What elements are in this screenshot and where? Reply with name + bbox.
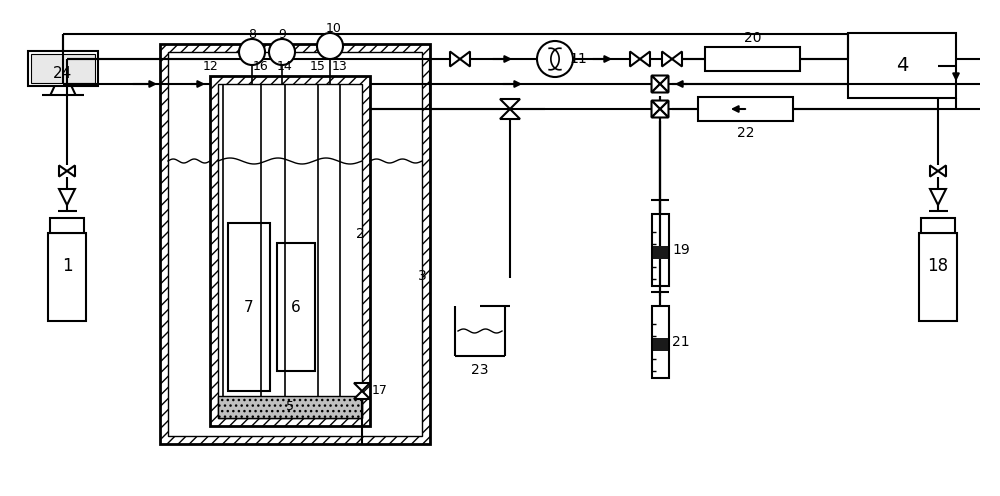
Polygon shape (660, 75, 668, 92)
Text: 23: 23 (471, 363, 489, 377)
Polygon shape (652, 75, 660, 92)
Bar (698, 97, 793, 121)
Polygon shape (460, 52, 470, 66)
Polygon shape (354, 391, 370, 399)
Polygon shape (938, 165, 946, 177)
Polygon shape (930, 189, 946, 205)
Bar (848, 33, 956, 98)
Bar (31, 54, 95, 83)
Text: 21: 21 (672, 335, 690, 349)
Polygon shape (652, 75, 668, 84)
Polygon shape (652, 101, 660, 118)
Circle shape (317, 33, 343, 59)
Text: 12: 12 (203, 60, 219, 72)
Polygon shape (67, 165, 75, 177)
Text: 1: 1 (62, 257, 72, 275)
Text: 14: 14 (277, 60, 293, 72)
Text: 4: 4 (896, 56, 908, 75)
Bar (48, 233, 86, 321)
Polygon shape (500, 109, 520, 119)
Bar (228, 223, 270, 391)
Bar (28, 51, 98, 86)
Polygon shape (660, 101, 668, 118)
Circle shape (537, 41, 573, 77)
Bar (168, 52, 422, 436)
Text: 16: 16 (253, 60, 269, 72)
Text: 10: 10 (326, 22, 342, 36)
Text: 24: 24 (53, 66, 73, 81)
Polygon shape (450, 52, 460, 66)
Text: 13: 13 (332, 60, 348, 72)
Text: 5: 5 (286, 400, 294, 414)
Polygon shape (662, 52, 672, 66)
Text: 22: 22 (737, 126, 754, 140)
Text: 11: 11 (569, 52, 587, 66)
Text: 7: 7 (244, 300, 254, 314)
Bar (919, 233, 957, 321)
Polygon shape (652, 101, 668, 109)
Text: 3: 3 (418, 269, 426, 283)
Text: 17: 17 (372, 384, 388, 397)
Circle shape (269, 39, 295, 65)
Text: 19: 19 (672, 243, 690, 257)
Bar (652, 338, 668, 351)
Bar (50, 218, 84, 233)
Polygon shape (652, 109, 668, 118)
Polygon shape (930, 165, 938, 177)
Bar (210, 76, 370, 426)
Text: 2: 2 (356, 227, 364, 241)
Circle shape (239, 39, 265, 65)
Bar (218, 396, 362, 418)
Bar (652, 214, 668, 286)
Text: 20: 20 (744, 31, 761, 45)
Bar (921, 218, 955, 233)
Bar (277, 243, 315, 371)
Bar (705, 47, 800, 71)
Polygon shape (630, 52, 640, 66)
Bar (218, 84, 362, 418)
Polygon shape (640, 52, 650, 66)
Bar (652, 247, 668, 258)
Text: 8: 8 (248, 28, 256, 42)
Text: 6: 6 (291, 300, 301, 314)
Text: 18: 18 (927, 257, 949, 275)
Polygon shape (500, 99, 520, 109)
Polygon shape (672, 52, 682, 66)
Polygon shape (652, 84, 668, 92)
Text: 9: 9 (278, 28, 286, 42)
Bar (160, 44, 430, 444)
Polygon shape (59, 189, 75, 205)
Text: 15: 15 (310, 60, 326, 72)
Polygon shape (59, 165, 67, 177)
Bar (652, 306, 668, 378)
Polygon shape (354, 383, 370, 391)
